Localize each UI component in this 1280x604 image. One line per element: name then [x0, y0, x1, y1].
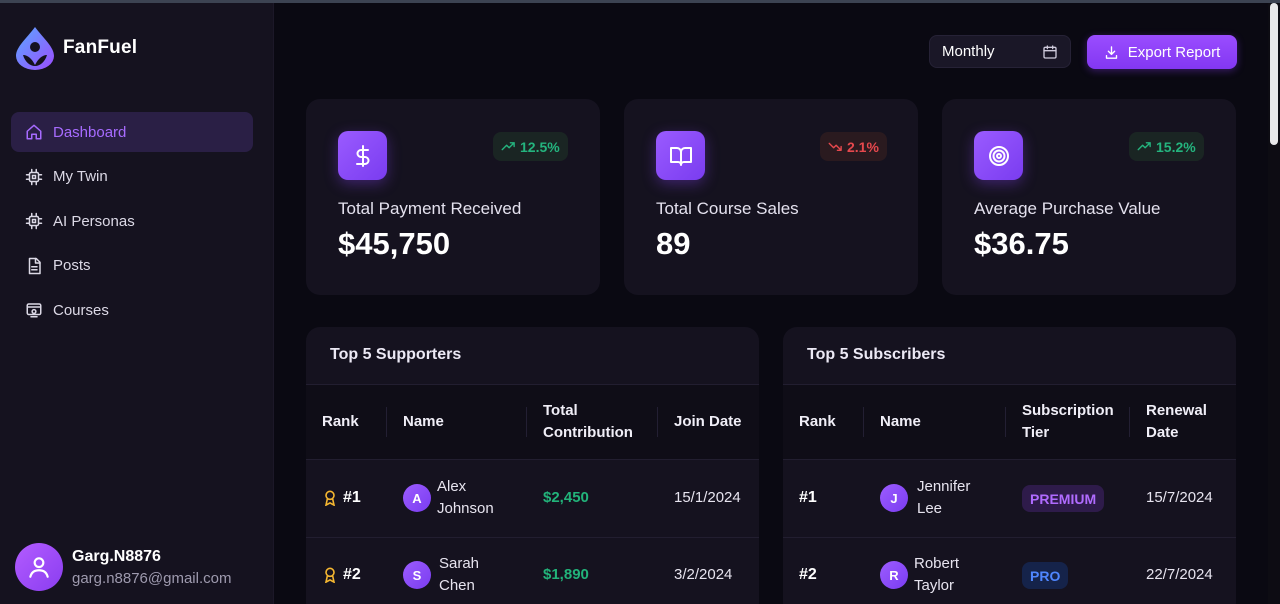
stat-label: Average Purchase Value	[974, 199, 1161, 218]
chip-icon	[25, 212, 43, 230]
panel-title: Top 5 Subscribers	[807, 346, 946, 363]
table-header: Rank Name Total Contribution Join Date	[306, 384, 759, 460]
home-icon	[25, 123, 43, 141]
avatar: J	[880, 484, 908, 512]
trending-down-icon	[828, 142, 842, 151]
avatar: S	[403, 561, 431, 589]
sidebar-item-my-twin[interactable]: My Twin	[11, 157, 253, 197]
join-date: 3/2/2024	[674, 566, 733, 583]
table-row[interactable]: #2 S Sarah Chen $1,890 3/2/2024	[306, 538, 759, 604]
sidebar-item-label: AI Personas	[53, 212, 135, 230]
rank-cell: #2	[799, 566, 817, 583]
user-profile[interactable]: Garg.N8876 garg.n8876@gmail.com	[15, 543, 231, 591]
target-icon	[974, 131, 1023, 180]
sidebar-item-posts[interactable]: Posts	[11, 246, 253, 286]
stat-card-course-sales: 2.1% Total Course Sales 89	[624, 99, 918, 295]
period-select-value: Monthly	[942, 43, 995, 60]
column-header-name: Name	[403, 413, 444, 430]
avatar: R	[880, 561, 908, 589]
book-icon	[656, 131, 705, 180]
rank-cell: #2	[323, 566, 361, 584]
rank-cell: #1	[323, 489, 361, 507]
supporter-name: Sarah Chen	[439, 555, 480, 594]
download-icon	[1105, 45, 1117, 59]
stat-label: Total Payment Received	[338, 199, 522, 218]
user-name: Garg.N8876	[72, 547, 161, 565]
column-header-join-date: Join Date	[674, 413, 742, 430]
chip-icon	[25, 168, 43, 186]
stat-value: $45,750	[338, 226, 451, 261]
user-icon	[29, 557, 49, 578]
panel-title: Top 5 Supporters	[330, 346, 462, 363]
calendar-icon	[1043, 45, 1057, 59]
award-icon	[324, 490, 336, 506]
contribution-amount: $2,450	[543, 489, 589, 506]
export-report-button[interactable]: Export Report	[1087, 35, 1237, 69]
join-date: 15/1/2024	[674, 489, 741, 506]
trending-up-icon	[1137, 142, 1151, 151]
column-header-rank: Rank	[799, 413, 836, 430]
sidebar: FanFuel Dashboard My Twin AI Personas Po…	[0, 3, 274, 604]
award-icon	[324, 567, 336, 583]
document-icon	[25, 257, 43, 275]
rank-cell: #1	[799, 489, 817, 506]
supporter-name: Alex Johnson	[437, 478, 494, 517]
period-select[interactable]: Monthly	[929, 35, 1071, 68]
column-header-renewal-date: Renewal Date	[1146, 402, 1207, 441]
sidebar-item-courses[interactable]: Courses	[11, 290, 253, 330]
trend-value: 2.1%	[847, 138, 879, 155]
stat-label: Total Course Sales	[656, 199, 799, 218]
trend-badge: 2.1%	[820, 132, 887, 161]
column-header-name: Name	[880, 413, 921, 430]
course-icon	[25, 301, 43, 319]
table-row[interactable]: #2 R Robert Taylor PRO 22/7/2024	[783, 538, 1236, 604]
renewal-date: 15/7/2024	[1146, 489, 1213, 506]
brand[interactable]: FanFuel	[14, 25, 137, 71]
stat-value: $36.75	[974, 226, 1069, 261]
tier-badge: PREMIUM	[1022, 485, 1105, 512]
tier-badge: PRO	[1022, 562, 1069, 589]
subscriber-name: Jennifer Lee	[917, 478, 971, 517]
sidebar-item-label: My Twin	[53, 168, 108, 185]
stat-card-total-payment: 12.5% Total Payment Received $45,750	[306, 99, 600, 295]
scrollbar-thumb[interactable]	[1270, 3, 1278, 145]
trend-badge: 12.5%	[493, 132, 568, 161]
top-subscribers-panel: Top 5 Subscribers Rank Name Subscription…	[783, 327, 1236, 604]
trend-badge: 15.2%	[1129, 132, 1204, 161]
brand-name: FanFuel	[63, 37, 138, 58]
sidebar-item-dashboard[interactable]: Dashboard	[11, 112, 253, 152]
avatar	[15, 543, 63, 591]
table-row[interactable]: #1 J Jennifer Lee PREMIUM 15/7/2024	[783, 460, 1236, 538]
export-report-label: Export Report	[1127, 43, 1221, 61]
subscriber-name: Robert Taylor	[914, 555, 960, 594]
scrollbar-track[interactable]	[1268, 3, 1280, 604]
sidebar-nav: Dashboard My Twin AI Personas Posts Cour…	[11, 112, 253, 335]
trend-value: 12.5%	[520, 138, 560, 155]
window-top-border	[0, 0, 1280, 3]
column-header-subscription-tier: Subscription Tier	[1022, 402, 1114, 441]
user-email: garg.n8876@gmail.com	[72, 569, 232, 587]
sidebar-item-label: Dashboard	[53, 123, 127, 141]
renewal-date: 22/7/2024	[1146, 566, 1213, 583]
column-header-rank: Rank	[322, 413, 359, 430]
trending-up-icon	[501, 142, 515, 151]
stat-value: 89	[656, 226, 691, 261]
sidebar-item-label: Courses	[53, 301, 109, 319]
avatar: A	[403, 484, 431, 512]
column-header-total-contribution: Total Contribution	[543, 402, 633, 441]
fanfuel-logo-icon	[14, 25, 56, 71]
sidebar-item-ai-personas[interactable]: AI Personas	[11, 201, 253, 241]
stat-card-average-purchase: 15.2% Average Purchase Value $36.75	[942, 99, 1236, 295]
trend-value: 15.2%	[1156, 138, 1196, 155]
sidebar-item-label: Posts	[53, 257, 91, 274]
top-supporters-panel: Top 5 Supporters Rank Name Total Contrib…	[306, 327, 759, 604]
contribution-amount: $1,890	[543, 566, 589, 583]
table-header: Rank Name Subscription Tier Renewal Date	[783, 384, 1236, 460]
dollar-icon	[338, 131, 387, 180]
table-row[interactable]: #1 A Alex Johnson $2,450 15/1/2024	[306, 460, 759, 538]
